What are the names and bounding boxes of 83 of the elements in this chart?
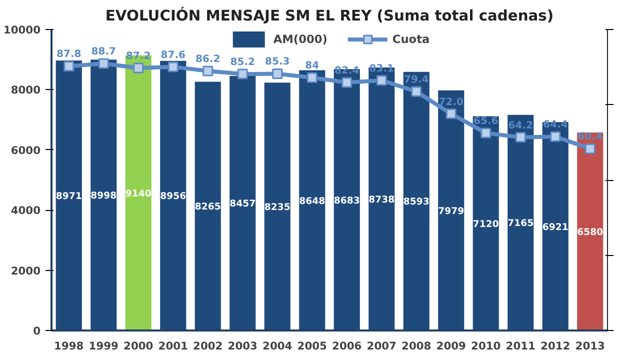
x-tick-label: 2006 <box>332 340 362 352</box>
y-tick-label: 6000 <box>10 144 41 157</box>
y-tick-label: 8000 <box>10 84 41 97</box>
data-label: 60.4 <box>578 132 603 143</box>
y-tick-label: 4000 <box>10 204 41 218</box>
bar <box>264 82 290 330</box>
point <box>237 68 248 80</box>
bar <box>299 70 326 330</box>
bar <box>438 90 464 330</box>
point <box>133 62 144 74</box>
x-tick-label: 2012 <box>540 340 570 352</box>
data-label: 72.0 <box>438 96 464 108</box>
x-tick-label: 2000 <box>124 340 154 352</box>
x-tick-label: 2008 <box>402 340 432 352</box>
x-tick-label: 1998 <box>54 340 84 352</box>
data-label: 7979 <box>438 206 464 217</box>
bar <box>472 116 499 330</box>
y-tick-label: 2000 <box>10 264 41 278</box>
data-label: 7165 <box>508 218 534 230</box>
data-label: 85.3 <box>265 56 290 68</box>
data-label: 88.7 <box>91 46 116 58</box>
data-label: 8593 <box>403 196 430 208</box>
data-label: 86.2 <box>196 54 220 66</box>
point <box>376 75 387 86</box>
point <box>202 66 214 76</box>
x-tick-label: 2013 <box>575 340 605 352</box>
x-tick-label: 2001 <box>158 340 188 352</box>
data-label: 8235 <box>264 202 290 214</box>
x-tick-label: 2004 <box>262 340 292 352</box>
bar <box>90 60 117 330</box>
bar <box>230 76 256 330</box>
x-tick-label: 2009 <box>436 340 466 352</box>
bar <box>403 72 430 330</box>
data-label: 8457 <box>230 198 256 210</box>
x-tick-label: 2003 <box>228 340 258 352</box>
data-label: 8648 <box>299 196 326 207</box>
point <box>515 132 526 143</box>
x-tick-label: 2007 <box>366 340 396 352</box>
bar <box>542 122 568 330</box>
point <box>98 58 109 69</box>
data-label: 8956 <box>160 191 186 202</box>
data-label: 9140 <box>125 188 152 200</box>
data-label: 85.2 <box>230 57 256 68</box>
bar <box>194 82 221 330</box>
point <box>584 143 596 154</box>
point <box>342 77 352 88</box>
y-tick-label: 10000 <box>3 24 41 36</box>
point <box>480 128 492 138</box>
data-label: 6580 <box>577 226 604 238</box>
bar <box>160 60 186 330</box>
point <box>306 72 318 83</box>
data-label: 64.4 <box>543 120 568 131</box>
point <box>64 60 74 72</box>
data-label: 79.4 <box>404 74 429 86</box>
data-label: 6921 <box>542 222 568 233</box>
bar <box>56 60 82 330</box>
x-tick-label: 2010 <box>471 340 501 352</box>
y-tick-label: 0 <box>33 324 41 338</box>
x-tick-label: 2002 <box>193 340 223 352</box>
data-label: 65.6 <box>474 116 498 128</box>
legend-label: Cuota <box>392 32 430 46</box>
legend-label: AM(000) <box>273 32 328 46</box>
point <box>446 108 456 120</box>
data-label: 64.2 <box>508 120 534 132</box>
point <box>168 62 178 72</box>
x-tick-label: 2011 <box>506 340 536 352</box>
data-label: 84 <box>305 60 320 72</box>
point <box>411 86 422 97</box>
data-label: 8738 <box>368 194 395 206</box>
chart-title: EVOLUCIÓN MENSAJE SM EL REY (Suma total cadenas) <box>105 6 554 24</box>
data-label: 8998 <box>90 190 117 202</box>
point <box>272 68 283 79</box>
data-label: 8265 <box>194 202 221 213</box>
x-tick-label: 2005 <box>297 340 327 352</box>
data-label: 8971 <box>56 190 82 202</box>
bar <box>577 132 604 330</box>
data-label: 87.8 <box>56 49 82 60</box>
point <box>550 131 561 142</box>
data-label: 8683 <box>334 195 360 206</box>
bar <box>508 114 534 330</box>
x-tick-label: 1999 <box>88 340 118 352</box>
data-label: 7120 <box>472 218 500 230</box>
data-label: 87.6 <box>160 50 186 61</box>
